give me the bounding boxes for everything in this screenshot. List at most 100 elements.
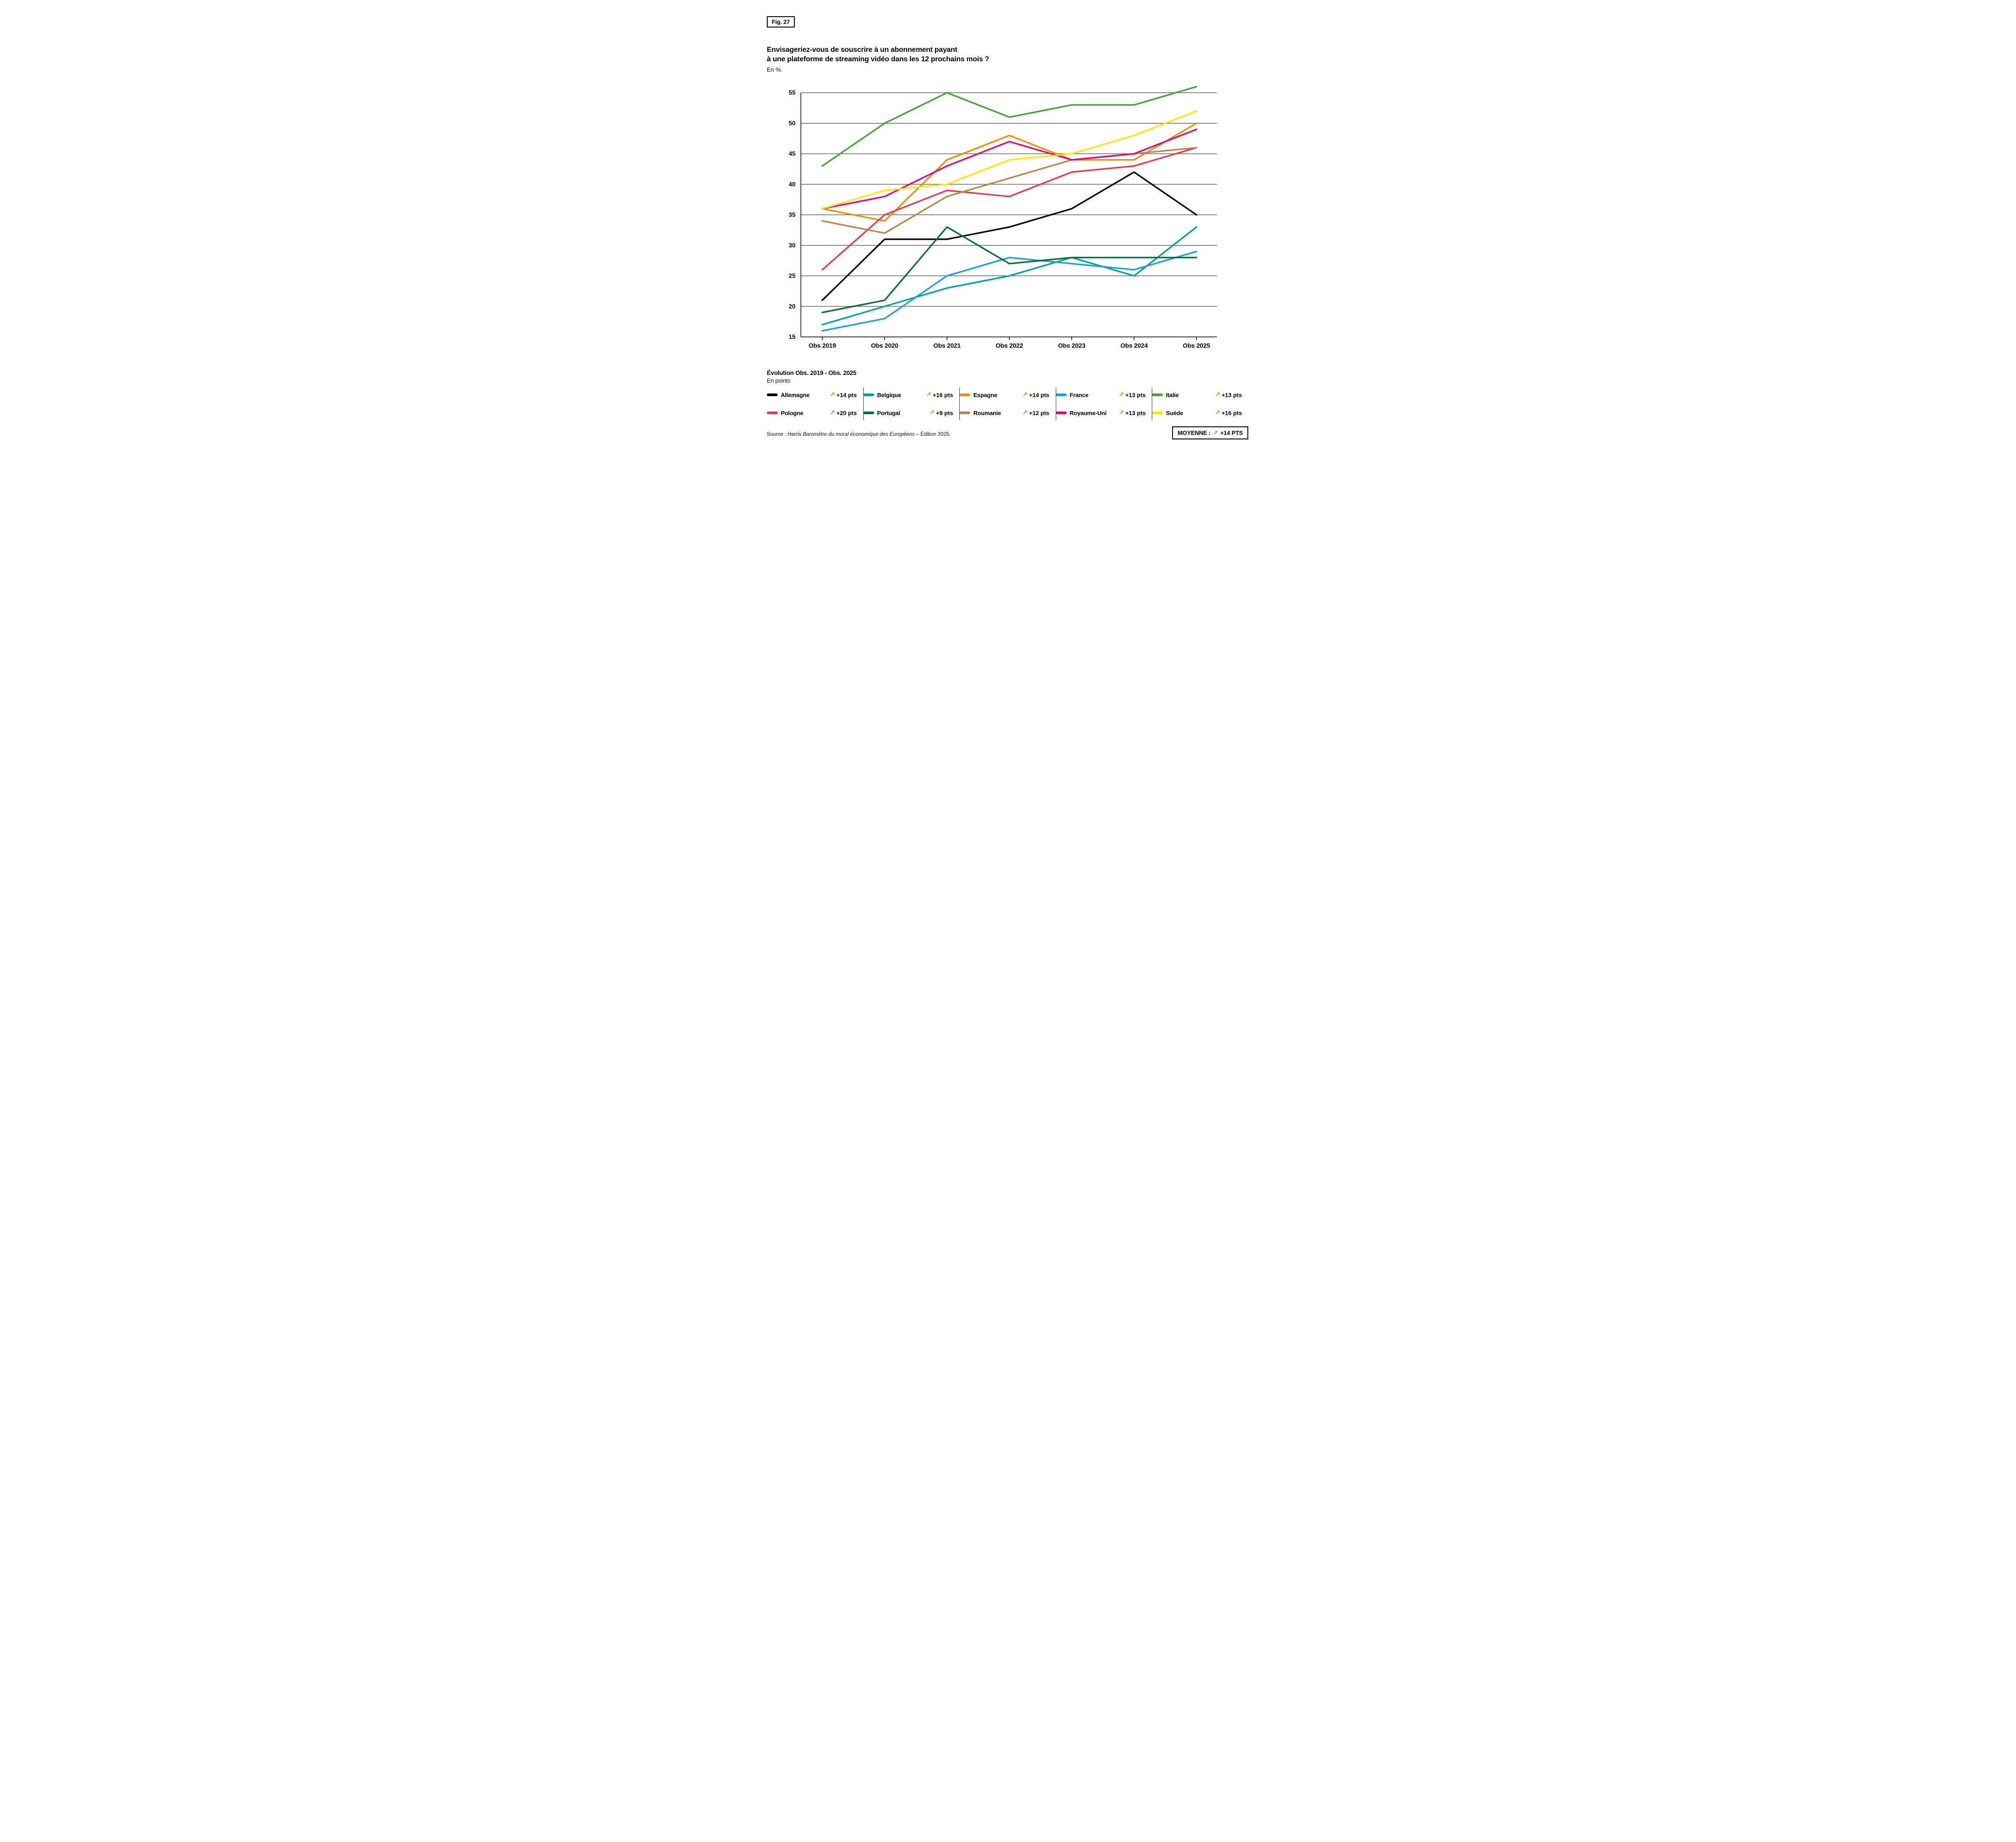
figure-page: 55 50 45 40 35 30 25 20 15 Obs 2019 Obs 2020 Obs 20… [756, 0, 1260, 461]
legend-evolution: ↗ +13 pts [1118, 410, 1145, 416]
legend-subheading: En points [767, 378, 791, 384]
trend-up-icon: ↗ [929, 409, 935, 416]
figure-badge: Fig. 27 [767, 16, 795, 27]
legend-item-Pologne: Pologne ↗ +20 pts [767, 408, 863, 417]
legend-evolution: ↗ +12 pts [1022, 410, 1049, 416]
legend-evolution-value: +14 pts [1029, 391, 1049, 398]
legend-evolution-value: +13 pts [1125, 391, 1146, 398]
legend-evolution-value: +12 pts [1029, 409, 1049, 416]
legend-evolution: ↗ +9 pts [930, 410, 953, 416]
chart-title: Envisageriez-vous de souscrire à un abon… [767, 45, 989, 64]
x-tick-label: Obs 2025 [1183, 342, 1210, 349]
legend-evolution-value: +9 pts [936, 409, 953, 416]
average-badge: MOYENNE : ↗ +14 PTS [1172, 426, 1248, 439]
legend-grid: Allemagne ↗ +14 pts Belgique ↗ +16 pts Espagne… [767, 390, 1248, 417]
unit-note: En %. [767, 66, 783, 73]
legend-swatch [1152, 393, 1163, 396]
trend-up-icon: ↗ [1118, 391, 1124, 398]
legend-grid-wrap: Allemagne ↗ +14 pts Belgique ↗ +16 pts Espagne… [767, 388, 1248, 420]
source-suffix: – Édition 2025. [914, 432, 951, 437]
average-label: MOYENNE : [1178, 430, 1211, 436]
series-line-Allemagne [821, 171, 1197, 301]
y-tick-label: 20 [788, 303, 795, 310]
series-line-Portugal [821, 226, 1197, 314]
trend-up-icon: ↗ [1215, 391, 1220, 398]
legend-item-Allemagne: Allemagne ↗ +14 pts [767, 390, 863, 399]
legend-country-label: Portugal [877, 409, 900, 416]
legend-evolution-value: +20 pts [836, 409, 857, 416]
legend-country-label: Pologne [781, 409, 803, 416]
chart-title-line1: Envisageriez-vous de souscrire à un abon… [767, 46, 958, 54]
series-line-Pologne [821, 146, 1197, 271]
legend-item-Italie: Italie ↗ +13 pts [1152, 390, 1248, 399]
legend-item-Suède: Suède ↗ +16 pts [1152, 408, 1248, 417]
legend-swatch [863, 393, 874, 396]
legend-swatch [959, 411, 971, 414]
legend-swatch [767, 411, 778, 414]
line-chart: 55 50 45 40 35 30 25 20 15 Obs 2019 Obs 2020 Obs 20… [788, 86, 1217, 349]
legend-evolution: ↗ +14 pts [830, 392, 857, 398]
series-line-Belgique [821, 226, 1197, 326]
trend-up-icon: ↗ [1022, 409, 1028, 416]
trend-up-icon: ↗ [1213, 429, 1218, 437]
legend-evolution-value: +13 pts [1125, 409, 1146, 416]
legend-country-label: Roumanie [973, 409, 1001, 416]
x-tick-label: Obs 2024 [1120, 342, 1148, 349]
legend-swatch [1152, 411, 1163, 414]
legend-evolution: ↗ +16 pts [1215, 410, 1242, 416]
legend-country-label: Italie [1166, 391, 1179, 398]
series-line-Italie [821, 86, 1197, 167]
y-tick-label: 55 [788, 89, 796, 96]
x-tick-label: Obs 2021 [933, 342, 961, 349]
average-value: +14 PTS [1220, 430, 1243, 436]
source-prefix: Source : Harris [767, 432, 803, 437]
legend-evolution: ↗ +13 pts [1118, 392, 1145, 398]
legend-country-label: Allemagne [781, 391, 810, 398]
y-tick-label: 45 [788, 151, 796, 157]
legend-item-Royaume-Uni: Royaume-Uni ↗ +13 pts [1055, 408, 1152, 417]
legend-item-Belgique: Belgique ↗ +16 pts [863, 390, 960, 399]
chart-title-line2: à une plateforme de streaming vidéo dans… [767, 55, 990, 64]
legend-evolution: ↗ +16 pts [926, 392, 953, 398]
trend-up-icon: ↗ [829, 409, 835, 416]
legend-evolution-value: +14 pts [836, 391, 857, 398]
legend-heading: Évolution Obs. 2019 - Obs. 2025 [767, 370, 857, 376]
legend-evolution-value: +16 pts [933, 391, 953, 398]
legend-item-Portugal: Portugal ↗ +9 pts [863, 408, 960, 417]
legend-country-label: France [1069, 391, 1089, 398]
source-title-italic: Baromètre du moral économique des Europé… [802, 432, 915, 437]
y-tick-label: 25 [788, 273, 796, 279]
legend: Évolution Obs. 2019 - Obs. 2025 En point… [767, 370, 1248, 420]
legend-swatch [959, 393, 971, 396]
trend-up-icon: ↗ [926, 391, 932, 398]
x-tick-label: Obs 2019 [809, 342, 836, 349]
series-line-Suède [821, 110, 1197, 210]
legend-item-Roumanie: Roumanie ↗ +12 pts [959, 408, 1056, 417]
legend-country-label: Belgique [877, 391, 901, 398]
legend-country-label: Espagne [973, 391, 997, 398]
legend-evolution: ↗ +14 pts [1022, 392, 1049, 398]
legend-evolution-value: +13 pts [1221, 391, 1242, 398]
y-tick-label: 15 [788, 334, 796, 340]
x-tick-label: Obs 2023 [1058, 342, 1086, 349]
y-tick-label: 35 [788, 211, 796, 218]
legend-swatch [767, 393, 778, 396]
legend-country-label: Royaume-Uni [1069, 409, 1107, 416]
series-line-Royaume-Uni [821, 128, 1197, 210]
trend-up-icon: ↗ [1215, 409, 1220, 416]
trend-up-icon: ↗ [829, 391, 835, 398]
legend-evolution: ↗ +13 pts [1215, 392, 1242, 398]
legend-swatch [1055, 411, 1067, 414]
y-tick-label: 30 [788, 242, 795, 249]
legend-swatch [863, 411, 874, 414]
legend-divider [863, 388, 864, 420]
legend-country-label: Suède [1166, 409, 1183, 416]
series-line-Espagne [821, 122, 1197, 222]
series-line-France [821, 251, 1197, 332]
legend-item-Espagne: Espagne ↗ +14 pts [959, 390, 1056, 399]
source-note: Source : Harris Baromètre du moral écono… [767, 432, 951, 437]
trend-up-icon: ↗ [1118, 409, 1124, 416]
legend-item-France: France ↗ +13 pts [1055, 390, 1152, 399]
legend-swatch [1055, 393, 1067, 396]
y-tick-label: 40 [788, 181, 795, 187]
